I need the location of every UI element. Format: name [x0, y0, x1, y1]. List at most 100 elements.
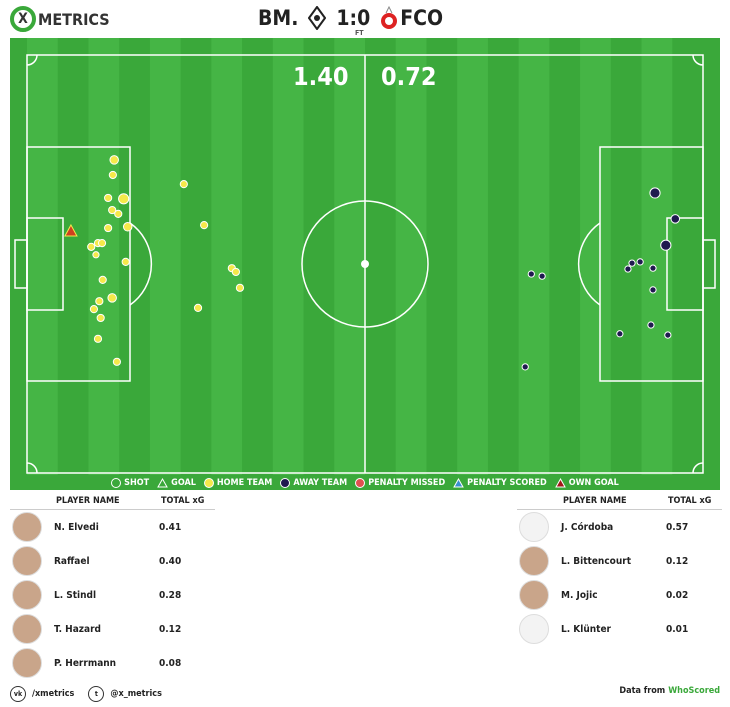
player-xg: 0.12	[666, 555, 689, 567]
legend: SHOT GOAL HOME TEAM AWAY TEAM PENALTY MI…	[10, 475, 720, 490]
vk-icon[interactable]: vk	[10, 686, 26, 702]
xmetrics-logo: X METRICS	[10, 6, 110, 32]
home-shot	[179, 180, 188, 189]
home-shot	[118, 193, 130, 205]
player-avatar	[519, 512, 549, 542]
home-shot	[121, 257, 130, 267]
legend-away: AWAY TEAM	[280, 477, 347, 488]
player-row: N. Elvedi 0.41	[10, 510, 215, 544]
away-shot	[538, 272, 546, 280]
twitter-icon[interactable]: t	[88, 686, 105, 702]
away-shot	[649, 187, 661, 199]
player-xg: 0.28	[159, 589, 182, 601]
home-shot	[107, 293, 117, 303]
player-row: P. Herrmann 0.08	[10, 646, 215, 680]
home-shot	[95, 297, 104, 306]
gladbach-crest-icon	[308, 6, 327, 30]
player-row: L. Klünter 0.01	[517, 612, 722, 646]
home-shot	[96, 313, 105, 323]
player-name: M. Jojic	[561, 589, 598, 601]
away-shot	[670, 214, 681, 224]
player-name: T. Hazard	[54, 623, 101, 635]
left-penalty-arc	[129, 222, 153, 306]
away-shot	[616, 330, 624, 338]
away-shot	[649, 264, 657, 272]
player-avatar	[12, 614, 42, 644]
player-name: L. Stindl	[54, 589, 97, 601]
player-xg: 0.12	[159, 623, 182, 635]
score: 1:0	[336, 6, 371, 30]
right-penalty-arc	[577, 222, 601, 306]
player-name: N. Elvedi	[54, 521, 99, 533]
home-shot	[231, 267, 240, 277]
player-avatar	[12, 580, 42, 610]
legend-penalty-missed: PENALTY MISSED	[355, 477, 445, 488]
away-player-table: PLAYER NAME TOTAL xG J. Córdoba 0.57 L. Bit…	[517, 492, 722, 646]
home-team: BM.	[258, 6, 299, 30]
away-shot	[660, 239, 672, 251]
home-shot	[93, 334, 103, 343]
vk-link[interactable]: /xmetrics	[32, 689, 75, 699]
legend-penalty-scored: PENALTY SCORED	[453, 477, 547, 488]
twitter-link[interactable]: @x_metrics	[110, 689, 162, 699]
own-goal-marker	[64, 223, 78, 237]
center-circle	[301, 200, 429, 328]
home-shot	[104, 193, 113, 203]
player-row: T. Hazard 0.12	[10, 612, 215, 646]
legend-goal: GOAL	[157, 477, 196, 488]
home-shot	[109, 155, 119, 165]
home-shot	[112, 357, 122, 366]
footer-social: vk/xmetrics t @x_metrics	[10, 686, 162, 702]
player-name: L. Bittencourt	[561, 555, 631, 567]
player-name: P. Herrmann	[54, 657, 117, 669]
home-shot	[87, 242, 96, 251]
legend-own-goal: OWN GOAL	[554, 477, 619, 488]
legend-home: HOME TEAM	[203, 477, 272, 488]
home-shot	[235, 283, 245, 292]
center-spot	[361, 260, 369, 268]
home-xg: 1.40	[293, 62, 349, 91]
data-source: Data from WhoScored	[619, 686, 720, 696]
pitch	[10, 38, 720, 475]
home-shot	[104, 223, 113, 233]
player-row: L. Stindl 0.28	[10, 578, 215, 612]
away-xg: 0.72	[381, 62, 437, 91]
left-goal	[14, 239, 28, 289]
player-name: J. Córdoba	[561, 521, 614, 533]
player-avatar	[12, 546, 42, 576]
player-avatar	[12, 648, 42, 678]
away-shot	[624, 265, 632, 273]
right-goal	[702, 239, 716, 289]
home-shot	[122, 222, 133, 232]
home-shot	[97, 239, 107, 248]
player-xg: 0.02	[666, 589, 689, 601]
player-row: J. Córdoba 0.57	[517, 510, 722, 544]
player-xg: 0.57	[666, 521, 689, 533]
home-shot	[89, 305, 99, 314]
home-shot	[108, 170, 117, 180]
home-shot	[98, 275, 107, 284]
player-xg: 0.41	[159, 521, 182, 533]
player-name: Raffael	[54, 555, 90, 567]
koln-crest-icon	[381, 6, 398, 29]
home-player-table: PLAYER NAME TOTAL xG N. Elvedi 0.41 Raffael…	[10, 492, 215, 680]
away-shot	[521, 363, 529, 371]
player-xg: 0.40	[159, 555, 182, 567]
home-shot	[193, 303, 203, 312]
away-shot	[649, 286, 657, 294]
whoscored-link[interactable]: WhoScored	[668, 686, 720, 696]
away-shot	[527, 270, 535, 278]
away-shot	[628, 259, 636, 267]
player-row: M. Jojic 0.02	[517, 578, 722, 612]
player-avatar	[519, 580, 549, 610]
home-shot	[108, 205, 117, 215]
away-team: FCO	[400, 6, 444, 30]
legend-shot: SHOT	[111, 477, 149, 488]
player-xg: 0.08	[159, 657, 182, 669]
scoreline: BM. 1:0 FCO FT	[258, 6, 444, 37]
home-shot	[92, 251, 100, 259]
player-avatar	[519, 546, 549, 576]
player-row: L. Bittencourt 0.12	[517, 544, 722, 578]
player-name: L. Klünter	[561, 623, 611, 635]
player-avatar	[519, 614, 549, 644]
